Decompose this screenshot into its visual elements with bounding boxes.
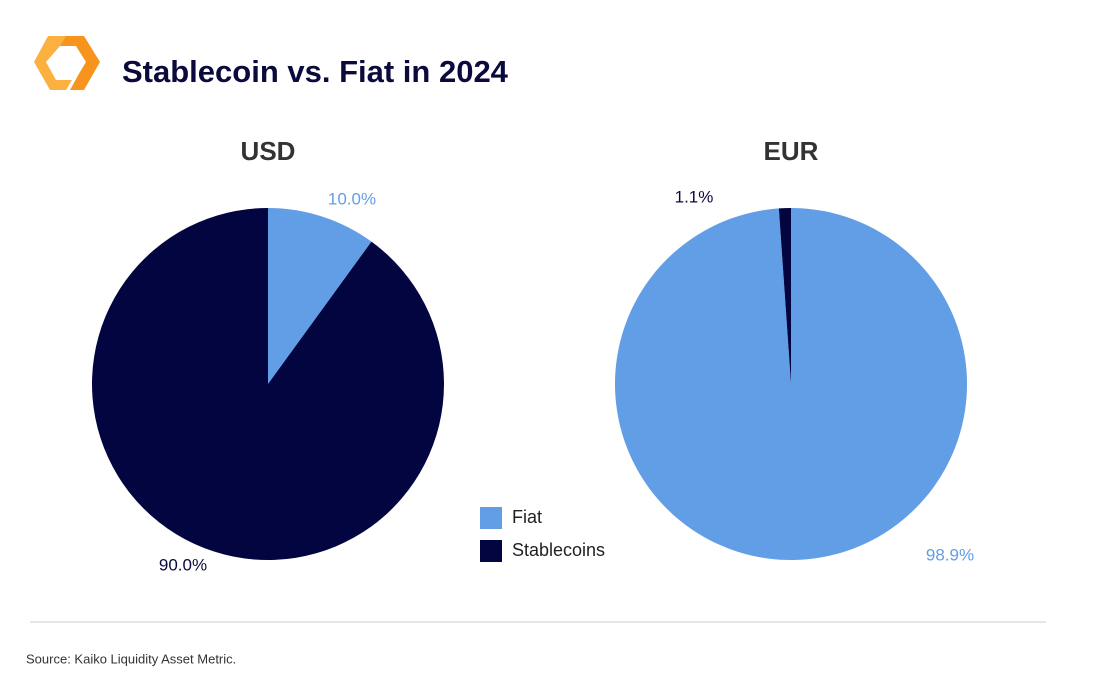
value-label: 98.9% [926,545,974,564]
pie-slice [614,208,967,561]
value-label: 10.0% [328,189,376,208]
legend-label: Stablecoins [512,540,605,560]
pie-title: EUR [764,136,819,166]
logo-part [52,36,100,90]
legend-label: Fiat [512,507,542,527]
logo [34,36,100,90]
legend-swatch [480,540,502,562]
logo-part [34,36,72,90]
source: Source: Kaiko Liquidity Asset Metric. [26,651,236,666]
pie-slice [778,208,791,384]
pie-slice [91,208,444,561]
pie-slice [268,208,372,384]
value-label: 1.1% [675,187,714,206]
page-title: Stablecoin vs. Fiat in 2024 [122,54,509,89]
value-label: 90.0% [159,555,207,574]
legend-swatch [480,507,502,529]
pie-title: USD [241,136,296,166]
